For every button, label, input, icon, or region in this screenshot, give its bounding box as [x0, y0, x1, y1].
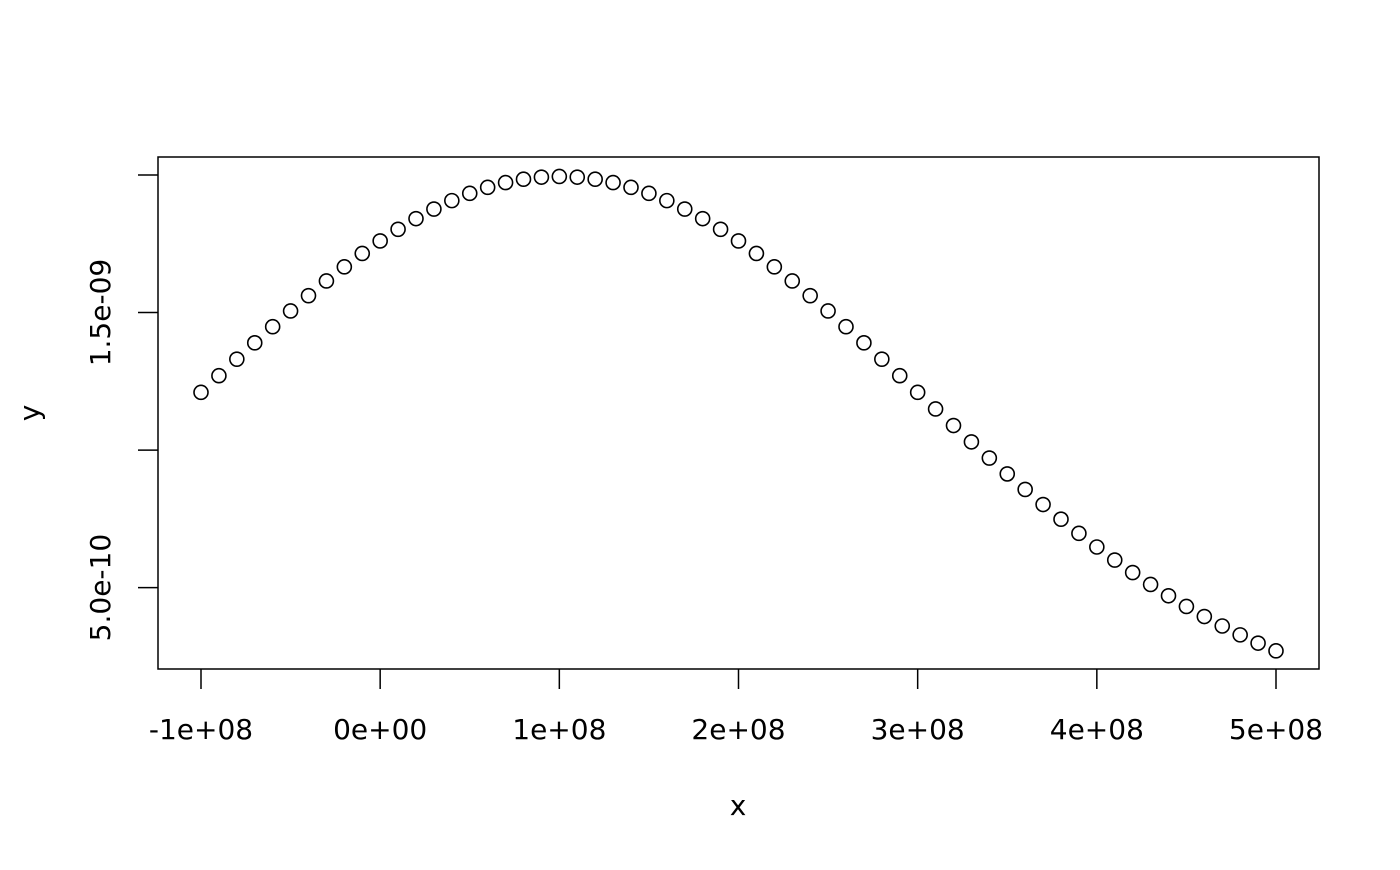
point	[730, 233, 747, 249]
point	[676, 201, 693, 217]
point	[891, 367, 908, 384]
point	[623, 179, 639, 196]
point	[694, 210, 711, 227]
point	[282, 303, 299, 319]
point	[354, 245, 371, 262]
point	[945, 417, 962, 434]
point	[1124, 564, 1141, 581]
point	[533, 169, 550, 185]
point	[748, 245, 765, 262]
x-tick-label: 1e+08	[512, 713, 606, 746]
point	[1142, 576, 1159, 593]
point	[856, 335, 872, 351]
point	[659, 192, 675, 209]
x-tick-label: -1e+08	[149, 713, 253, 746]
point	[193, 384, 209, 401]
point	[318, 273, 335, 289]
x-tick-label: 2e+08	[691, 713, 785, 746]
point	[874, 351, 890, 367]
point	[300, 287, 317, 304]
point	[211, 367, 227, 384]
point	[497, 174, 514, 191]
point	[766, 259, 783, 275]
point	[372, 233, 388, 249]
x-tick-label: 0e+00	[333, 713, 427, 746]
point	[408, 210, 424, 227]
point	[1232, 627, 1248, 643]
point	[909, 384, 926, 401]
point	[1268, 643, 1284, 659]
point	[246, 335, 263, 351]
point	[1196, 608, 1213, 625]
point	[479, 179, 496, 196]
point	[1017, 481, 1033, 498]
point	[569, 169, 586, 185]
point	[515, 171, 532, 188]
point	[1214, 618, 1231, 634]
point	[1178, 598, 1195, 615]
point	[927, 401, 944, 417]
x-axis-label: x	[730, 789, 747, 822]
point	[444, 192, 460, 209]
point	[1250, 635, 1266, 651]
point	[390, 221, 406, 238]
point	[1035, 496, 1051, 513]
point	[336, 259, 353, 275]
point	[1053, 511, 1069, 528]
point	[838, 318, 854, 335]
point	[229, 351, 245, 367]
x-tick-label: 3e+08	[871, 713, 965, 746]
y-tick-label: 5.0e-10	[84, 534, 117, 642]
x-tick-label: 4e+08	[1050, 713, 1144, 746]
point	[587, 171, 603, 188]
point	[426, 201, 442, 217]
point	[981, 450, 998, 466]
point	[264, 318, 281, 335]
y-axis-label: y	[13, 405, 46, 422]
y-tick-label: 1.5e-09	[84, 259, 117, 367]
point	[605, 174, 621, 191]
x-tick-label: 5e+08	[1229, 713, 1323, 746]
point	[641, 185, 657, 202]
point	[1071, 525, 1087, 542]
point	[551, 168, 568, 185]
point	[1089, 539, 1105, 555]
point	[820, 303, 836, 319]
point	[1106, 552, 1123, 568]
point	[712, 221, 729, 238]
point	[461, 185, 478, 202]
point	[1160, 587, 1177, 604]
point	[963, 434, 980, 450]
point	[802, 287, 818, 304]
point	[784, 273, 801, 289]
point	[999, 466, 1016, 482]
